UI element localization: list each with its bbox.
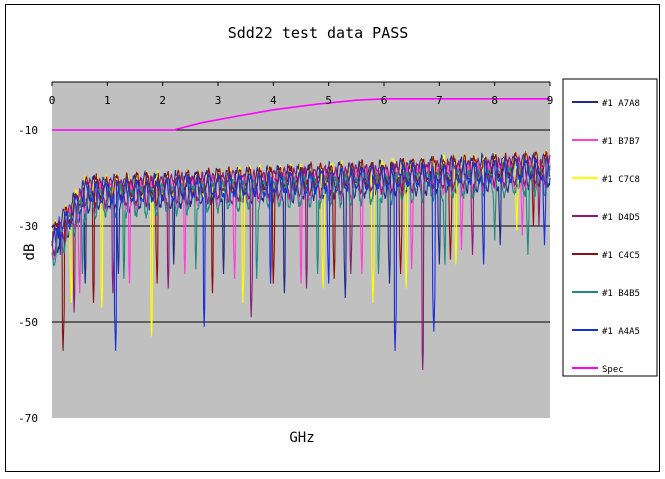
y-tick-label: -70 (18, 412, 38, 425)
legend-label: #1 A4A5 (602, 327, 640, 337)
legend-label: #1 B4B5 (602, 289, 640, 299)
x-tick-label: 0 (49, 94, 56, 107)
x-axis-label: GHz (289, 430, 314, 446)
y-axis-label: dB (22, 244, 38, 261)
spec-line (52, 98, 550, 131)
x-tick-label: 4 (270, 94, 277, 107)
y-tick-label: -30 (18, 220, 38, 233)
legend-label: #1 C7C8 (602, 175, 640, 185)
x-tick-label: 5 (325, 94, 332, 107)
legend-label: #1 D4D5 (602, 213, 640, 223)
x-tick-label: 2 (159, 94, 166, 107)
axis-layer: 0 1 2 3 4 5 6 7 8 9 -10 -30 -50 -70 (18, 81, 554, 425)
series-line (51, 156, 551, 351)
chart-border (5, 4, 660, 472)
x-tick-label: 1 (104, 94, 111, 107)
legend-box (562, 78, 658, 377)
series-line (51, 154, 551, 371)
legend-label: #1 B7B7 (602, 137, 640, 147)
x-tick-label: 6 (381, 94, 388, 107)
legend-label: #1 A7A8 (602, 99, 640, 109)
chart-title: Sdd22 test data PASS (228, 24, 409, 42)
legend-label: Spec (602, 365, 624, 375)
x-tick-label: 8 (491, 94, 498, 107)
x-tick-label: 3 (215, 94, 222, 107)
y-tick-label: -10 (18, 124, 38, 137)
y-tick-label: -50 (18, 316, 38, 329)
series-line (51, 152, 551, 299)
x-tick-label: 7 (436, 94, 443, 107)
series-layer (51, 98, 551, 371)
legend: #1 A7A8 #1 B7B7 #1 C7C8 #1 D4D5 #1 C4C5 #1 B4… (572, 99, 640, 375)
x-tick-label: 9 (547, 94, 554, 107)
legend-label: #1 C4C5 (602, 251, 640, 261)
plot-area (52, 82, 550, 418)
